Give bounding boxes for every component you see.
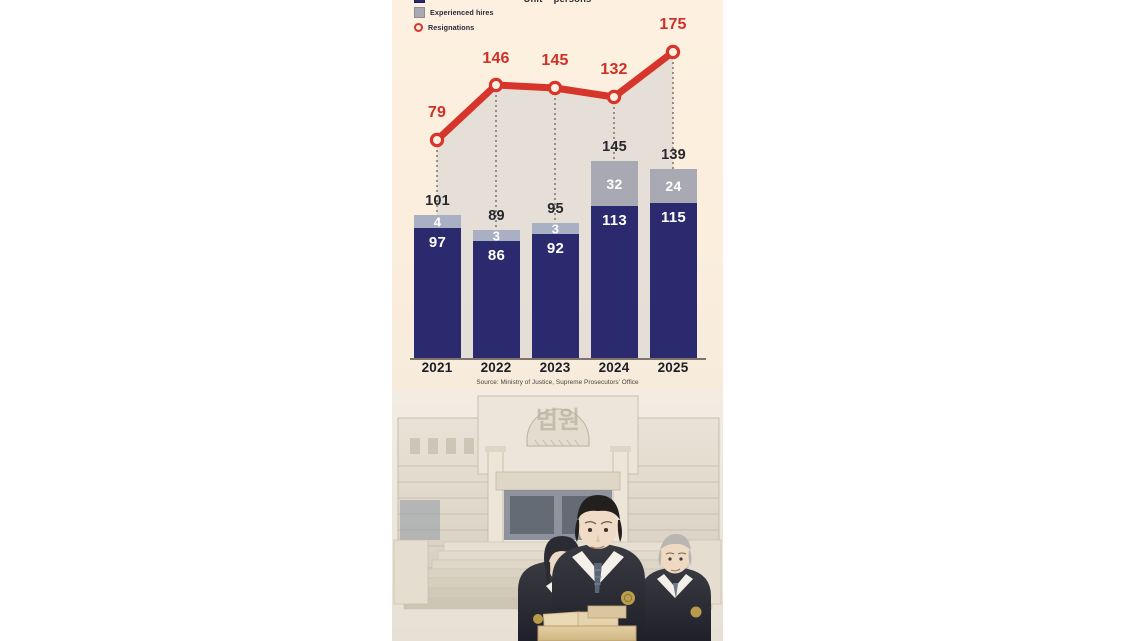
chart-source-note: Source: Ministry of Justice, Supreme Pro…	[476, 379, 639, 386]
x-axis-label-2021: 2021	[421, 360, 453, 375]
resignations-markers	[429, 44, 681, 148]
bar-group-2021: 101 4 97	[414, 193, 461, 358]
legend-swatch-gray-square-icon	[414, 7, 425, 18]
bar-group-2025: 139 24 115	[650, 147, 697, 358]
courthouse-illustration-svg: 법원	[392, 390, 723, 641]
legend-label-new-hires: New hires	[430, 0, 465, 2]
resignations-label-2024: 132	[600, 61, 628, 78]
legend-swatch-navy-square-icon	[414, 0, 425, 3]
x-axis-labels: 2021 2022 2023 2024 2025	[392, 360, 723, 378]
x-axis-label-2023: 2023	[539, 360, 571, 375]
bar-segment-experienced-value-2022: 3	[492, 228, 501, 243]
legend-item-resignations: Resignations	[414, 21, 594, 34]
figure-right-man	[640, 534, 711, 641]
chart-area: Unit – persons New hires Experienced hir…	[392, 0, 723, 390]
bar-segment-experienced-2024: 32	[591, 161, 638, 206]
bar-total-2025: 139	[661, 147, 686, 163]
chart-unit-label: Unit – persons	[392, 0, 723, 4]
bar-segment-experienced-value-2023: 3	[551, 221, 560, 236]
x-axis-label-2025: 2025	[657, 360, 689, 375]
bar-segment-new-2023: 92	[532, 234, 579, 358]
chart-plot: 79 146 145 132 175 101 4 97	[392, 0, 723, 372]
bar-segment-new-value-2023: 92	[546, 240, 565, 257]
legend-item-new-hires: New hires	[414, 0, 594, 4]
bar-group-2024: 145 32 113	[591, 139, 638, 358]
x-axis-label-2022: 2022	[480, 360, 512, 375]
bar-segment-new-value-2024: 113	[601, 212, 628, 229]
legend-swatch-red-circle-outline-icon	[414, 23, 423, 32]
bar-segment-new-2024: 113	[591, 206, 638, 358]
bar-total-2024: 145	[602, 139, 627, 155]
resignations-label-2022: 146	[482, 50, 510, 67]
bar-segment-new-2022: 86	[473, 241, 520, 358]
legend-label-resignations: Resignations	[428, 23, 475, 32]
bar-segment-experienced-value-2021: 4	[433, 214, 442, 229]
bar-total-2023: 95	[547, 201, 564, 217]
bar-segment-new-value-2025: 115	[660, 209, 687, 226]
resignations-label-2025: 175	[659, 16, 687, 33]
bar-segment-experienced-2023: 3	[532, 221, 579, 236]
bar-segment-new-value-2021: 97	[428, 234, 447, 251]
bar-segment-new-2025: 115	[650, 203, 697, 358]
bar-total-2022: 89	[488, 208, 505, 224]
x-axis-line	[410, 358, 706, 360]
bar-segment-experienced-2025: 24	[650, 169, 697, 203]
courthouse-illustration: 법원	[392, 390, 723, 641]
bar-group-2023: 95 3 92	[532, 201, 579, 358]
courthouse-emblem: 법원	[526, 406, 590, 447]
legend-label-experienced-hires: Experienced hires	[430, 8, 494, 17]
bar-segment-experienced-2021: 4	[414, 214, 461, 229]
x-axis-label-2024: 2024	[598, 360, 630, 375]
bar-segment-new-value-2022: 86	[487, 247, 506, 264]
bar-segment-experienced-value-2024: 32	[606, 175, 623, 192]
legend-item-experienced-hires: Experienced hires	[414, 6, 594, 19]
resignations-label-2021: 79	[427, 104, 447, 121]
bar-segment-new-2021: 97	[414, 228, 461, 358]
cardboard-box	[537, 605, 637, 641]
bar-total-2021: 101	[425, 193, 450, 209]
bar-segment-experienced-value-2025: 24	[665, 178, 682, 194]
svg-text:법원: 법원	[536, 406, 580, 434]
infographic-panel: Unit – persons New hires Experienced hir…	[392, 0, 723, 641]
bar-segment-experienced-2022: 3	[473, 228, 520, 243]
bar-group-2022: 89 3 86	[473, 208, 520, 358]
chart-legend: New hires Experienced hires Resignations	[414, 0, 594, 36]
bar-series: 101 4 97 89 3 86	[392, 0, 723, 372]
resignations-label-2023: 145	[541, 52, 569, 69]
